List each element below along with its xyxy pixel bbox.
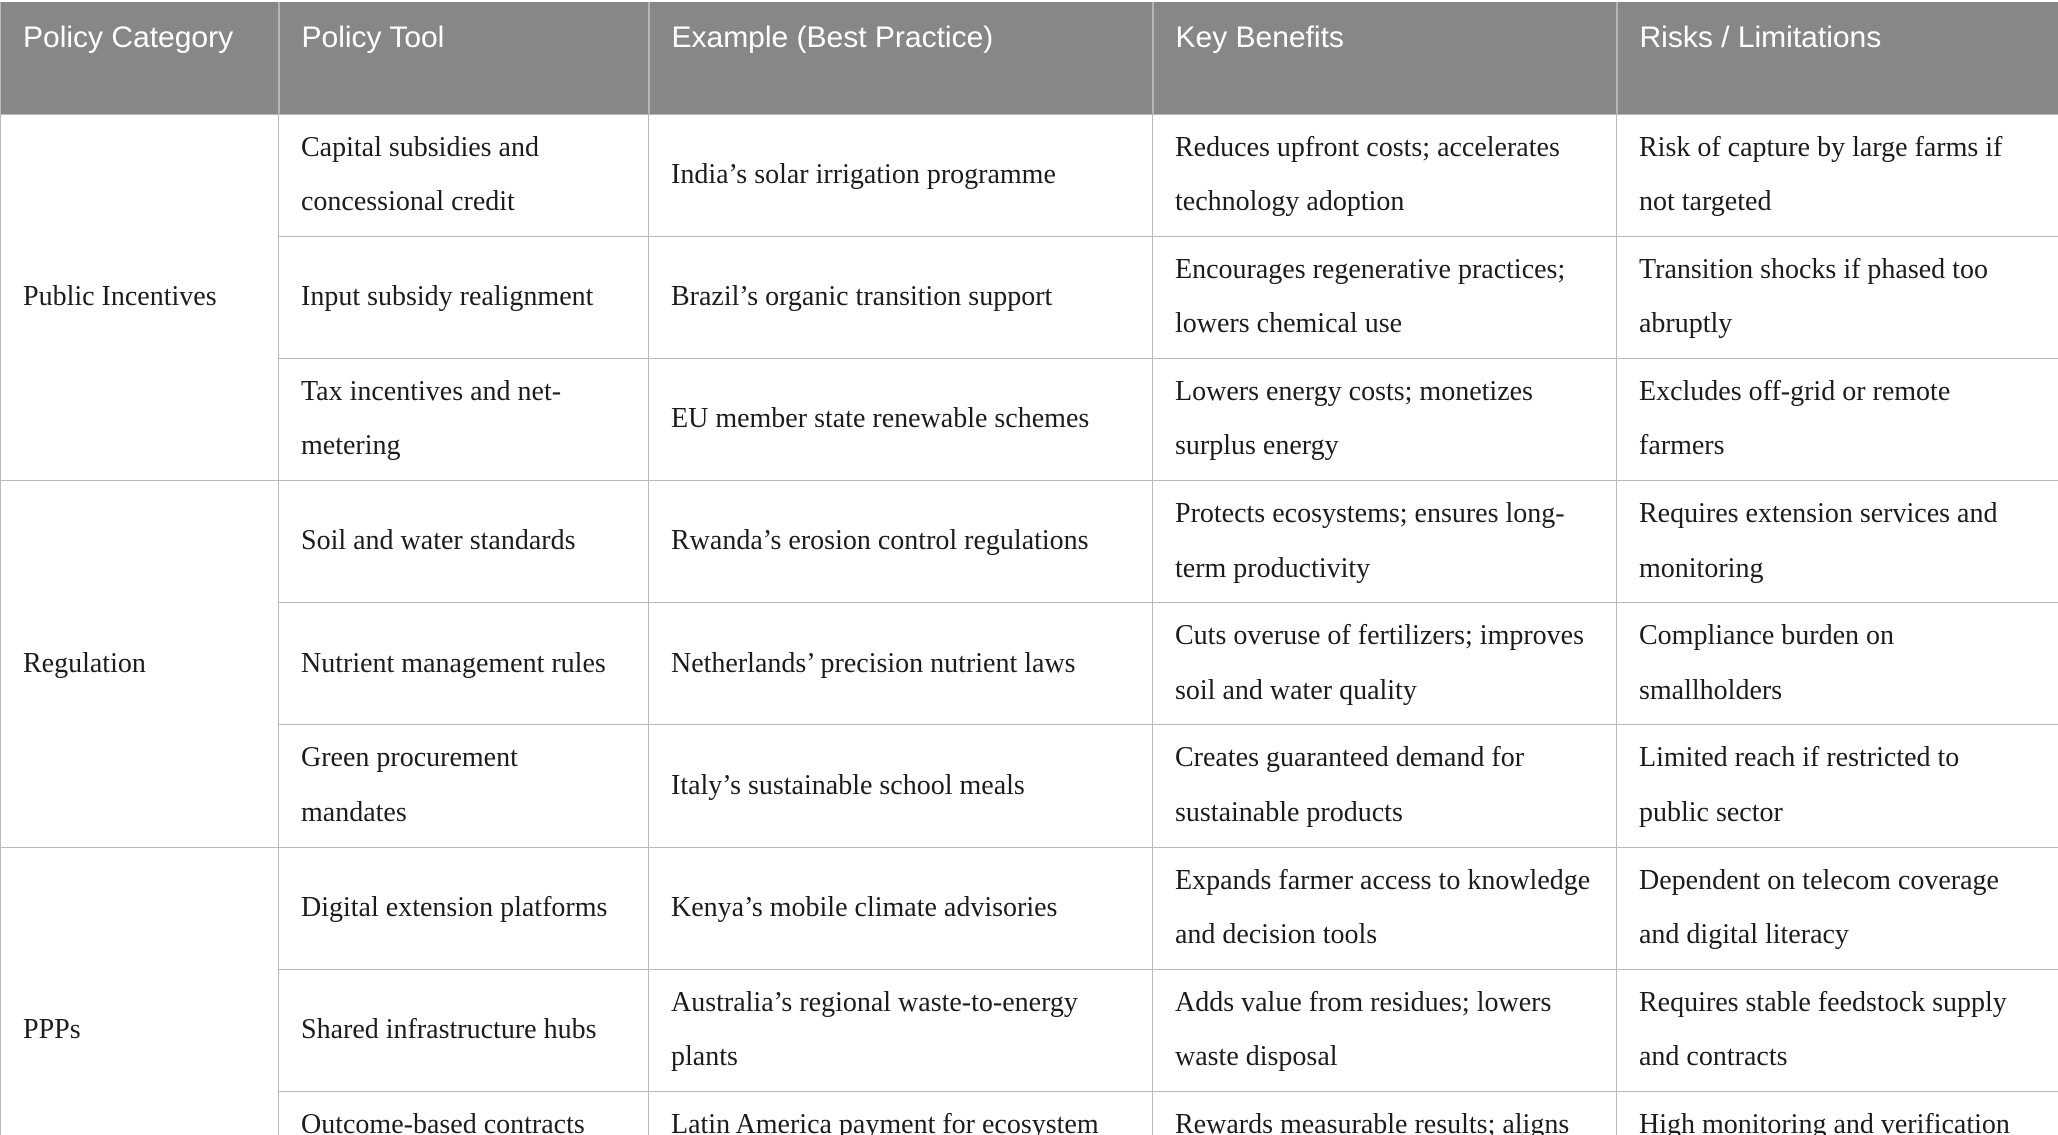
- cell-benefits: Cuts overuse of fertilizers; improves so…: [1152, 602, 1617, 726]
- cell-risks: Risk of capture by large farms if not ta…: [1616, 113, 2058, 237]
- cell-example: EU member state renewable schemes: [648, 357, 1153, 482]
- cell-risks: Excludes off-grid or remote farmers: [1616, 357, 2058, 482]
- cell-example: Brazil’s organic transition support: [648, 235, 1153, 359]
- cell-benefits: Adds value from residues; lowers waste d…: [1152, 968, 1617, 1093]
- cell-example: Italy’s sustainable school meals: [648, 724, 1153, 848]
- col-header-policy-category: Policy Category: [0, 2, 279, 114]
- cell-tool: Soil and water standards: [278, 480, 649, 604]
- col-header-policy-tool: Policy Tool: [277, 2, 649, 114]
- cell-tool: Nutrient management rules: [278, 602, 649, 726]
- cell-category-regulation: Regulation: [0, 480, 279, 848]
- table-row: Public Incentives Capital subsidies and …: [0, 113, 2058, 482]
- table-row: Regulation Soil and water standards Rwan…: [0, 480, 2058, 848]
- table-row: Outcome-based contracts (PES) Latin Amer…: [1, 1090, 2058, 1135]
- cell-example: Australia’s regional waste-to-energy pla…: [648, 968, 1153, 1093]
- cell-benefits: Protects ecosystems; ensures long-term p…: [1152, 480, 1617, 604]
- cell-category-public-incentives: Public Incentives: [0, 113, 279, 482]
- cell-tool: Shared infrastructure hubs: [278, 968, 649, 1093]
- cell-benefits: Reduces upfront costs; accelerates techn…: [1152, 113, 1617, 237]
- cell-tool: Capital subsidies and concessional credi…: [278, 113, 649, 237]
- cell-risks: High monitoring and verification costs: [1616, 1090, 2058, 1135]
- table-row: Nutrient management rules Netherlands’ p…: [1, 602, 2058, 726]
- table-row: PPPs Digital extension platforms Kenya’s…: [0, 846, 2058, 1135]
- cell-risks: Requires stable feedstock supply and con…: [1616, 968, 2058, 1093]
- header-row: Policy Category Policy Tool Example (Bes…: [0, 2, 2058, 114]
- cell-tool: Tax incentives and net-metering: [278, 357, 649, 482]
- col-header-example: Example (Best Practice): [647, 2, 1153, 114]
- cell-example: Netherlands’ precision nutrient laws: [648, 602, 1153, 726]
- cell-example: Rwanda’s erosion control regulations: [648, 480, 1153, 604]
- cell-benefits: Encourages regenerative practices; lower…: [1152, 235, 1617, 359]
- cell-benefits: Lowers energy costs; monetizes surplus e…: [1152, 357, 1617, 482]
- cell-risks: Limited reach if restricted to public se…: [1616, 724, 2058, 848]
- table-header: Policy Category Policy Tool Example (Bes…: [0, 2, 2058, 114]
- cell-benefits: Rewards measurable results; aligns incen…: [1152, 1090, 1617, 1135]
- table-row: Tax incentives and net-metering EU membe…: [1, 357, 2058, 482]
- cell-risks: Requires extension services and monitori…: [1616, 480, 2058, 604]
- cell-category-ppps: PPPs: [0, 846, 279, 1135]
- cell-example: India’s solar irrigation programme: [648, 113, 1153, 237]
- cell-tool: Green procurement mandates: [278, 724, 649, 848]
- cell-tool: Outcome-based contracts (PES): [278, 1090, 649, 1135]
- col-header-risks: Risks / Limitations: [1615, 2, 2058, 114]
- cell-risks: Compliance burden on smallholders: [1616, 602, 2058, 726]
- cell-tool: Digital extension platforms: [278, 846, 649, 970]
- table-body: Public Incentives Capital subsidies and …: [0, 113, 2058, 1135]
- cell-benefits: Creates guaranteed demand for sustainabl…: [1152, 724, 1617, 848]
- table-row: Input subsidy realignment Brazil’s organ…: [1, 235, 2058, 359]
- cell-example: Latin America payment for ecosystem serv…: [648, 1090, 1153, 1135]
- cell-example: Kenya’s mobile climate advisories: [648, 846, 1153, 970]
- cell-risks: Transition shocks if phased too abruptly: [1616, 235, 2058, 359]
- cell-benefits: Expands farmer access to knowledge and d…: [1152, 846, 1617, 970]
- table-row: Green procurement mandates Italy’s susta…: [1, 724, 2058, 848]
- cell-tool: Input subsidy realignment: [278, 235, 649, 359]
- table-row: Shared infrastructure hubs Australia’s r…: [1, 968, 2058, 1093]
- cell-risks: Dependent on telecom coverage and digita…: [1616, 846, 2058, 970]
- col-header-key-benefits: Key Benefits: [1151, 2, 1617, 114]
